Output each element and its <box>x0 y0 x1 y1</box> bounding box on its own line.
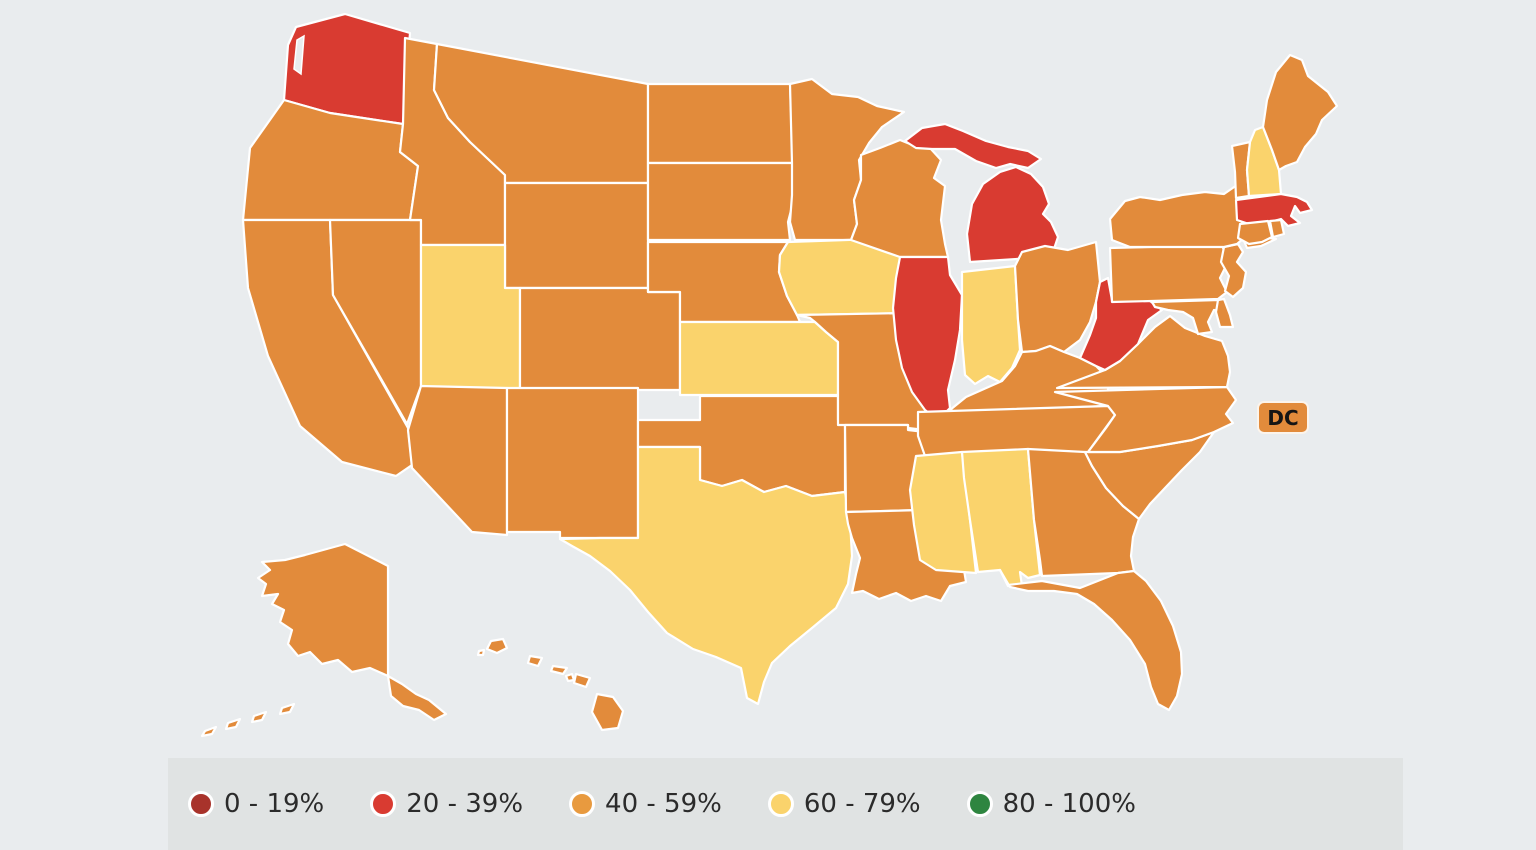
state-ks[interactable]: Kansas <box>678 320 840 397</box>
legend-swatch-icon <box>966 791 993 817</box>
puget-sound-water <box>293 34 305 76</box>
state-me[interactable]: Maine <box>1261 53 1339 172</box>
state-ri[interactable]: Rhode Island <box>1268 218 1286 239</box>
state-in[interactable]: Indiana <box>960 264 1022 386</box>
legend-swatch-icon <box>370 791 397 817</box>
legend-label: 40 - 59% <box>605 789 722 819</box>
legend-swatch-icon <box>188 791 214 817</box>
state-wy[interactable]: Wyoming <box>503 181 650 290</box>
state-fl[interactable]: Florida <box>998 568 1184 712</box>
legend-label: 0 - 19% <box>224 789 325 819</box>
legend-label: 60 - 79% <box>803 789 921 819</box>
state-oh[interactable]: Ohio <box>1013 240 1102 354</box>
state-ak[interactable]: Alaska <box>200 542 448 738</box>
state-ut[interactable]: Utah <box>419 243 522 392</box>
state-co[interactable]: Colorado <box>518 286 682 392</box>
state-nd[interactable]: North Dakota <box>646 82 795 165</box>
state-mi[interactable]: Michigan <box>903 122 1060 265</box>
state-wi[interactable]: Wisconsin <box>849 138 950 259</box>
state-nv[interactable]: Nevada <box>328 218 423 426</box>
legend-swatch-icon <box>767 791 794 817</box>
legend-item-60-79-: 60 - 79% <box>767 789 921 819</box>
state-az[interactable]: Arizona <box>406 384 509 537</box>
state-dc-label[interactable]: DC <box>1257 401 1309 434</box>
state-pa[interactable]: Pennsylvania <box>1108 243 1230 304</box>
state-nc[interactable]: North Carolina <box>1053 385 1238 454</box>
legend-item-20-39-: 20 - 39% <box>370 789 523 819</box>
legend-swatch-icon <box>569 791 596 817</box>
legend: 0 - 19% 20 - 39% 40 - 59% 60 - 79% 80 - 100% <box>168 758 1403 850</box>
legend-item-80-100-: 80 - 100% <box>966 789 1136 819</box>
state-hi[interactable]: Hawaii <box>476 637 625 732</box>
state-ct[interactable]: Connecticut <box>1236 219 1274 246</box>
legend-item-40-59-: 40 - 59% <box>569 789 722 819</box>
state-nj[interactable]: New Jersey <box>1219 242 1248 299</box>
legend-label: 20 - 39% <box>406 789 524 819</box>
legend-label: 80 - 100% <box>1002 789 1136 819</box>
state-nm[interactable]: New Mexico <box>505 386 640 540</box>
state-tx[interactable]: Texas <box>558 445 854 706</box>
us-choropleth-map: WashingtonOregonCaliforniaNevadaIdahoMon… <box>200 12 1339 738</box>
state-de[interactable]: Delaware <box>1214 297 1235 329</box>
legend-item-0-19-: 0 - 19% <box>188 789 324 819</box>
state-sd[interactable]: South Dakota <box>646 161 797 242</box>
